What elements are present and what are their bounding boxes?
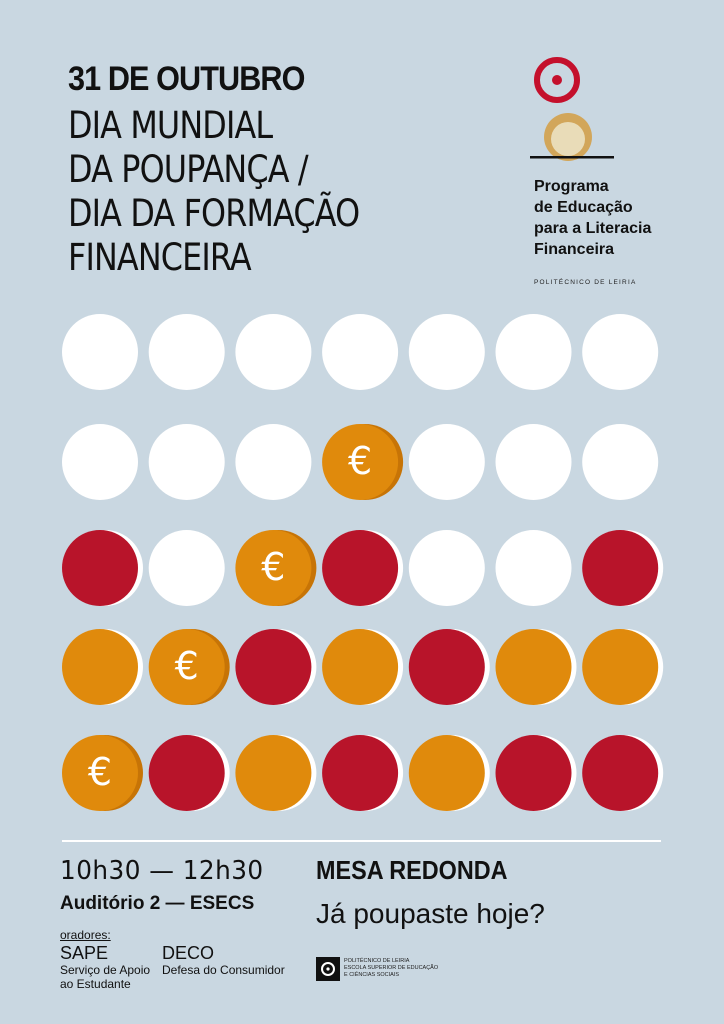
subtitle-line: DA POUPANÇA /	[68, 148, 309, 191]
event-title: Já poupaste hoje?	[316, 898, 545, 929]
coin-white	[408, 314, 485, 390]
euro-icon: €	[88, 750, 112, 794]
speakers-label: oradores:	[60, 928, 111, 942]
event-type: MESA REDONDA	[316, 855, 508, 885]
speaker-desc: Defesa do Consumidor	[162, 963, 285, 977]
coin-white	[62, 424, 138, 500]
speaker-deco: DECO Defesa do Consumidor	[162, 943, 292, 977]
coin-white	[495, 314, 572, 390]
coin-white	[148, 314, 225, 390]
coin-red	[148, 735, 230, 811]
coin-euro: €	[148, 629, 230, 705]
coin-orange	[235, 735, 317, 811]
coin-euro: €	[235, 530, 317, 606]
subtitle-line: FINANCEIRA	[68, 236, 252, 279]
coin-white	[582, 314, 659, 390]
institution-line: ESCOLA SUPERIOR DE EDUCAÇÃO	[344, 965, 439, 971]
coin-red	[582, 735, 664, 811]
coin-white	[408, 530, 485, 606]
coin-red	[235, 629, 317, 705]
institution-logo	[316, 957, 340, 981]
institution-name: POLITÉCNICO DE LEIRIA ESCOLA SUPERIOR DE…	[344, 958, 438, 979]
speaker-desc: Serviço de Apoio	[60, 963, 151, 977]
event-subtitle: DIA MUNDIAL DA POUPANÇA / DIA DA FORMAÇÃ…	[68, 104, 360, 280]
program-name-line: para a Literacia	[534, 220, 652, 237]
coin-white	[495, 530, 572, 606]
speaker-code: SAPE	[60, 943, 109, 963]
coin-euro: €	[62, 735, 143, 811]
program-institution: POLITÉCNICO DE LEIRIA	[534, 279, 637, 286]
program-name-line: Financeira	[534, 241, 615, 258]
program-logo	[530, 57, 614, 161]
coin-orange	[495, 629, 577, 705]
coin-orange	[62, 629, 143, 705]
event-venue: Auditório 2 — ESECS	[60, 893, 255, 914]
program-name-line: de Educação	[534, 199, 633, 216]
subtitle-line: DIA MUNDIAL	[68, 104, 273, 147]
program-name: Programa de Educação para a Literacia Fi…	[534, 176, 694, 260]
euro-icon: €	[175, 644, 199, 688]
speaker-sape: SAPE Serviço de Apoio ao Estudante	[60, 943, 160, 991]
coin-white	[322, 314, 399, 390]
logo-dot-icon	[552, 75, 562, 85]
institution-line: E CIÊNCIAS SOCIAIS	[344, 972, 400, 978]
coin-orange	[582, 629, 664, 705]
euro-icon: €	[261, 545, 285, 589]
coin-red	[495, 735, 577, 811]
coin-red	[408, 629, 490, 705]
coin-white	[62, 314, 138, 390]
coin-white	[148, 424, 225, 500]
coin-red	[582, 530, 664, 606]
speaker-code: DECO	[162, 943, 215, 963]
coin-orange	[408, 735, 490, 811]
coin-red	[62, 530, 143, 606]
coin-white	[235, 314, 312, 390]
coin-white	[582, 424, 659, 500]
coin-white	[235, 424, 312, 500]
coin-euro: €	[322, 424, 404, 500]
coin-white	[408, 424, 485, 500]
coin-white	[148, 530, 225, 606]
institution-line: POLITÉCNICO DE LEIRIA	[344, 958, 410, 964]
logo-base-line	[530, 156, 614, 159]
coin-orange	[322, 629, 404, 705]
event-date: 31 DE OUTUBRO	[68, 60, 305, 98]
event-time: 10h30 — 12h30	[60, 856, 264, 886]
logo-ring-icon	[534, 57, 580, 103]
speaker-desc: ao Estudante	[60, 977, 131, 991]
euro-icon: €	[348, 439, 372, 483]
coin-red	[322, 735, 404, 811]
program-name-line: Programa	[534, 178, 609, 195]
coin-grid: € € € €	[62, 314, 664, 811]
coin-white	[495, 424, 572, 500]
coin-red	[322, 530, 404, 606]
subtitle-line: DIA DA FORMAÇÃO	[68, 192, 360, 235]
divider	[62, 840, 661, 842]
